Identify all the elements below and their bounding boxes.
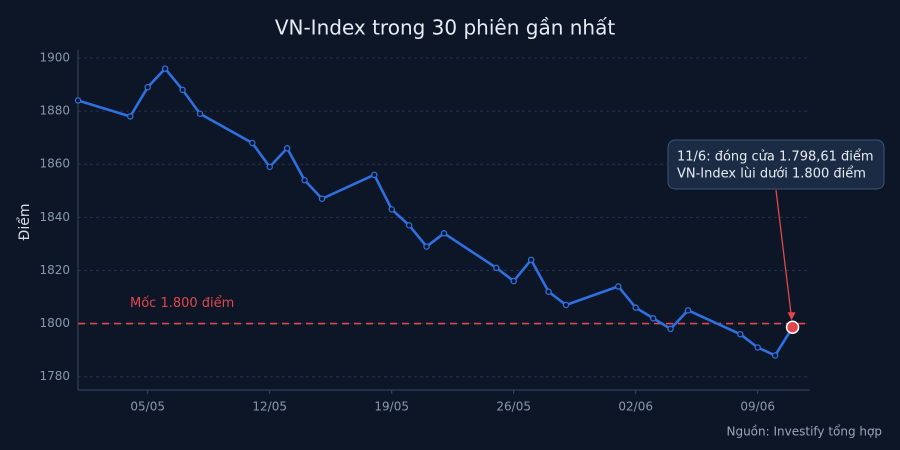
- y-tick-label: 1860: [39, 157, 70, 171]
- point: [649, 315, 657, 322]
- point: [562, 301, 570, 309]
- annotation-text: VN-Index lùi dưới 1.800 điểm: [677, 167, 866, 182]
- series-line: [77, 67, 794, 357]
- highlight-point: [785, 320, 800, 335]
- point: [266, 163, 273, 171]
- y-tick-label: 1780: [39, 369, 70, 383]
- point: [737, 330, 744, 338]
- source: Nguồn: Investify tổng hợp: [726, 425, 882, 439]
- y-tick-label: 1900: [39, 50, 70, 64]
- annotation-arrow: [775, 189, 793, 319]
- x-tick-label: 05/05: [130, 400, 165, 414]
- point: [388, 206, 395, 213]
- y-tick-label: 1800: [39, 316, 70, 330]
- point: [144, 83, 151, 91]
- reference-label: Mốc 1.800 điểm: [130, 296, 234, 311]
- point: [283, 145, 291, 152]
- x-tick-label: 12/05: [252, 400, 287, 414]
- y-tick-label: 1840: [39, 210, 70, 224]
- point: [632, 304, 639, 311]
- point: [74, 97, 82, 104]
- point: [615, 283, 622, 290]
- point: [754, 344, 761, 351]
- point: [667, 325, 674, 333]
- point: [771, 352, 779, 359]
- y-tick-label: 1820: [39, 263, 70, 277]
- point: [196, 110, 204, 118]
- x-tick-label: 26/05: [496, 400, 531, 414]
- point: [510, 277, 517, 285]
- y-tick-label: 1880: [39, 104, 70, 118]
- point: [405, 222, 413, 229]
- y-axis-label: Điểm: [16, 204, 33, 241]
- point: [440, 230, 448, 237]
- point: [371, 171, 378, 179]
- annotation-text: 11/6: đóng cửa 1.798,61 điểm: [677, 150, 874, 165]
- point: [423, 243, 430, 250]
- chart-title: VN-Index trong 30 phiên gần nhất: [275, 16, 616, 40]
- point: [249, 139, 256, 147]
- x-tick-label: 02/06: [618, 400, 653, 414]
- point: [493, 264, 500, 272]
- point: [527, 256, 535, 264]
- point: [161, 65, 169, 72]
- point: [127, 113, 134, 120]
- point: [684, 307, 692, 314]
- x-tick-label: 09/06: [740, 400, 775, 414]
- point: [179, 86, 186, 94]
- point: [545, 288, 552, 295]
- x-tick-label: 19/05: [374, 400, 409, 414]
- point: [301, 176, 308, 184]
- point: [318, 195, 326, 202]
- annotation-arrowhead: [787, 312, 796, 321]
